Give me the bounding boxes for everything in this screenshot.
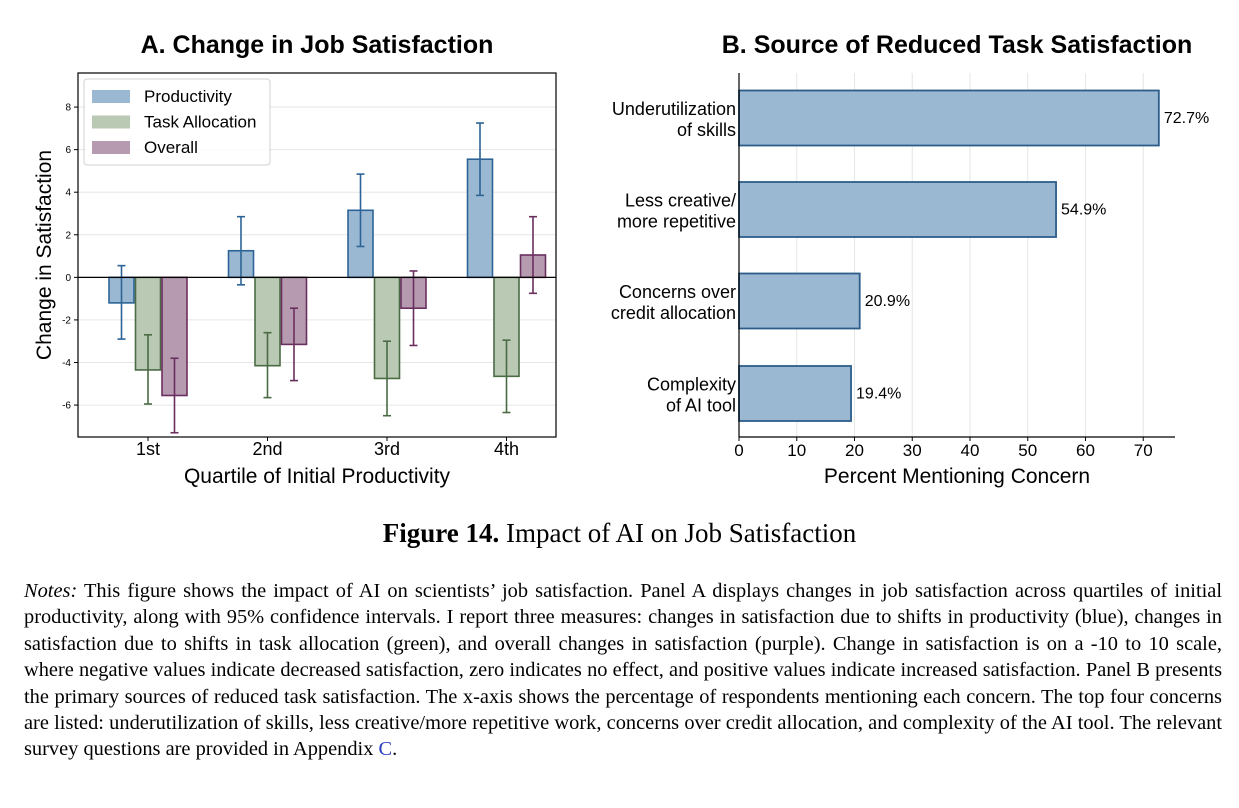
panel-b-category-label: of skills xyxy=(677,120,736,140)
panel-a-y-tick-label: 0 xyxy=(65,273,71,284)
panel-a-legend-box xyxy=(83,78,271,166)
panel-b-x-tick-label: 50 xyxy=(1018,441,1037,460)
notes-text: This figure shows the impact of AI on sc… xyxy=(24,580,1222,761)
panel-a-y-tick-label: -2 xyxy=(62,315,71,326)
notes-label: Notes: xyxy=(24,580,78,602)
panel-b-x-tick-label: 40 xyxy=(961,441,980,460)
notes-end: . xyxy=(392,738,398,761)
panel-a-legend-label: Overall xyxy=(144,138,198,157)
panel-a-frame xyxy=(77,72,557,438)
panel-a-x-tick-label: 4th xyxy=(494,439,519,459)
panel-b-category-label: Underutilization xyxy=(612,99,736,119)
panel-a-legend-swatch xyxy=(92,115,130,129)
panel-b-value-label: 20.9% xyxy=(865,293,910,310)
panel-b-title: B. Source of Reduced Task Satisfaction xyxy=(722,31,1192,59)
panel-a-legend-swatch xyxy=(92,90,130,103)
panel-a-y-tick-label: 8 xyxy=(65,103,71,114)
figure-notes: Notes: This figure shows the impact of A… xyxy=(24,578,1222,763)
figure-charts: A. Change in Job Satisfaction -6 -4 -2 0 2 4 6 8… xyxy=(33,31,1209,488)
panel-a-y-tick-label: 6 xyxy=(65,145,71,156)
panel-b-bar xyxy=(738,181,1057,238)
panel-b-x-tick-label: 70 xyxy=(1134,441,1153,460)
panel-b-category-label: Concerns over xyxy=(619,282,736,302)
figure-caption-label: Figure 14. xyxy=(382,518,500,548)
figure-caption: Figure 14. Impact of AI on Job Satisfact… xyxy=(0,518,1239,549)
panel-b-category-label: credit allocation xyxy=(611,303,736,323)
panel-a-y-axis-label: Change in Satisfaction xyxy=(33,150,56,360)
panel-a-y-tick-label: 2 xyxy=(65,230,71,241)
panel-a-y-tick-label: 4 xyxy=(65,188,71,199)
panel-b-bar xyxy=(738,365,852,422)
panel-b-x-tick-label: 60 xyxy=(1076,441,1095,460)
panel-a-title: A. Change in Job Satisfaction xyxy=(141,31,494,59)
panel-b-chart: B. Source of Reduced Task Satisfaction 72… xyxy=(611,31,1209,488)
panel-b-x-tick-label: 20 xyxy=(845,441,864,460)
panel-a-y-tick-label: -4 xyxy=(62,358,71,369)
appendix-link[interactable]: C xyxy=(378,738,393,761)
panel-b-category-label: of AI tool xyxy=(666,396,736,416)
panel-b-value-label: 72.7% xyxy=(1164,110,1209,127)
panel-a-y-tick-label: -6 xyxy=(62,401,71,412)
panel-b-value-label: 54.9% xyxy=(1061,202,1106,219)
panel-a-chart: A. Change in Job Satisfaction -6 -4 -2 0 2 4 6 8… xyxy=(33,31,557,488)
panel-b-bar xyxy=(738,89,1160,147)
panel-b-category-label: Less creative/ xyxy=(625,191,736,211)
panel-b-bar xyxy=(738,272,861,330)
panel-b-x-tick-label: 0 xyxy=(734,441,743,460)
panel-a-x-tick-label: 3rd xyxy=(374,439,400,459)
panel-b-x-tick-label: 30 xyxy=(903,441,922,460)
panel-b-value-label: 19.4% xyxy=(856,386,901,403)
panel-b-x-axis-label: Percent Mentioning Concern xyxy=(824,465,1090,488)
panel-a-x-tick-label: 1st xyxy=(136,439,160,459)
panel-a-x-axis-label: Quartile of Initial Productivity xyxy=(184,465,451,488)
panel-a-legend-swatch xyxy=(92,141,130,154)
panel-a-legend-label: Productivity xyxy=(144,87,232,106)
panel-a-x-tick-label: 2nd xyxy=(252,439,282,459)
panel-a-legend: Productivity Task Allocation Overall xyxy=(83,78,271,166)
panel-b-x-tick-label: 10 xyxy=(787,441,806,460)
panel-b-category-label: Complexity xyxy=(647,375,736,395)
panel-b-category-label: more repetitive xyxy=(617,212,736,232)
figure-caption-text: Impact of AI on Job Satisfaction xyxy=(499,518,857,548)
panel-a-legend-label: Task Allocation xyxy=(144,113,256,132)
